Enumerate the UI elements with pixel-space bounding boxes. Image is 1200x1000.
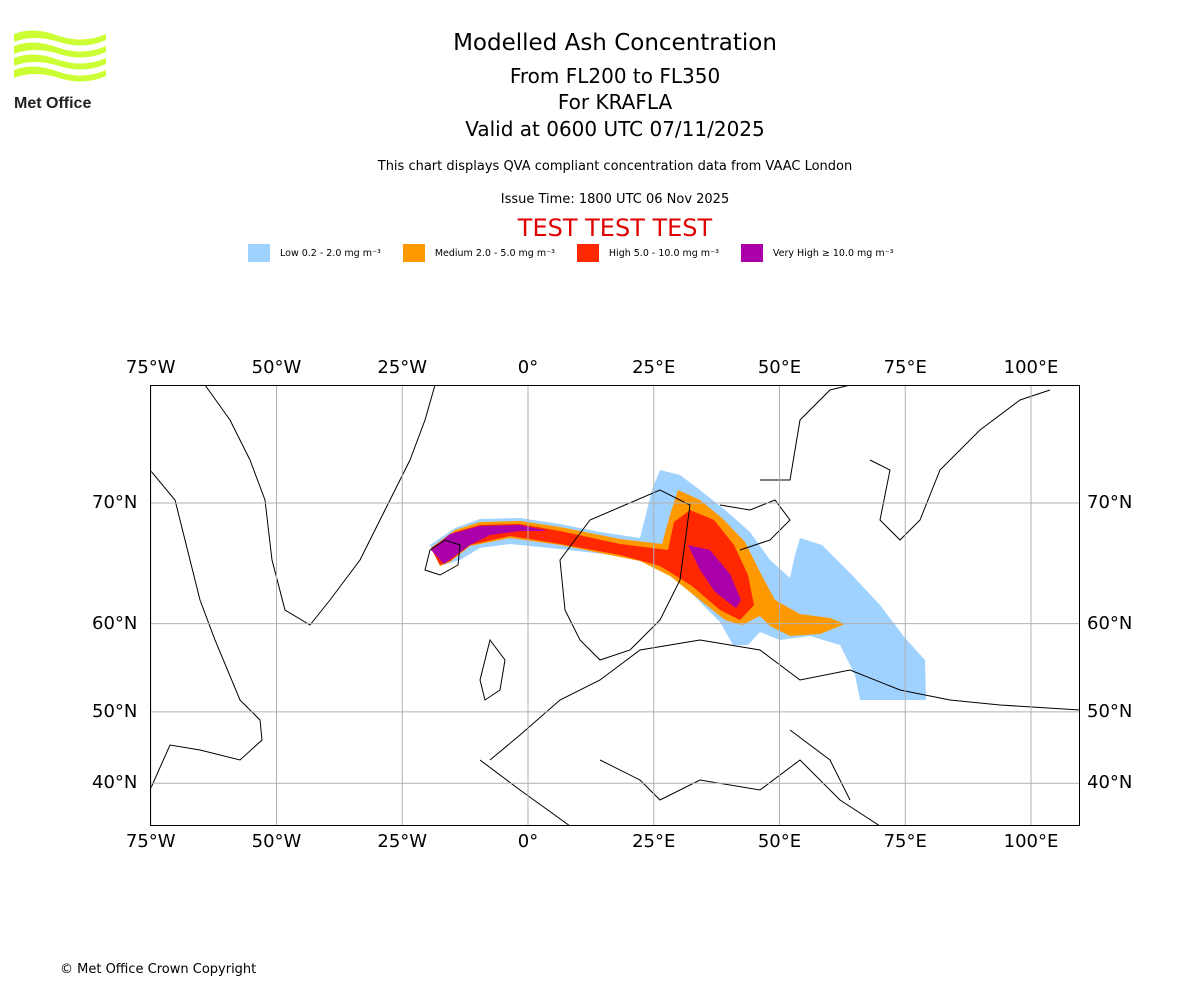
test-banner: TEST TEST TEST <box>517 214 713 242</box>
lat-tick-left: 70°N <box>92 492 138 513</box>
lon-tick-top: 0° <box>517 357 539 378</box>
copyright: © Met Office Crown Copyright <box>60 962 257 977</box>
lon-tick-top: 75°W <box>125 357 176 378</box>
lon-tick-bottom: 25°E <box>632 831 676 852</box>
plume-very-high <box>688 545 741 608</box>
map-frame <box>150 385 1080 826</box>
coastlines <box>150 385 1080 826</box>
lon-tick-bottom: 25°W <box>377 831 428 852</box>
svg-text:Met Office: Met Office <box>14 95 91 112</box>
plume-medium <box>431 490 845 636</box>
plume-high <box>431 510 754 620</box>
lon-tick-bottom: 75°E <box>883 831 927 852</box>
lon-tick-top: 50°W <box>251 357 302 378</box>
lon-tick-bottom: 75°W <box>125 831 176 852</box>
lat-tick-right: 70°N <box>1087 492 1133 513</box>
flight-levels: From FL200 to FL350 <box>509 64 721 88</box>
legend-item-medium: Medium 2.0 - 5.0 mg m⁻³ <box>402 244 555 262</box>
lat-tick-left: 40°N <box>92 772 138 794</box>
met-office-logo: Met Office <box>14 30 106 112</box>
lon-tick-bottom: 50°W <box>251 831 302 852</box>
issue-time: Issue Time: 1800 UTC 06 Nov 2025 <box>500 192 730 207</box>
lat-tick-right: 50°N <box>1087 700 1133 722</box>
valid-time: Valid at 0600 UTC 07/11/2025 <box>465 117 765 141</box>
lon-tick-top: 100°E <box>1003 357 1059 378</box>
volcano-name: For KRAFLA <box>557 90 673 114</box>
legend: Low 0.2 - 2.0 mg m⁻³ Medium 2.0 - 5.0 mg… <box>248 244 915 262</box>
legend-item-low: Low 0.2 - 2.0 mg m⁻³ <box>248 244 381 262</box>
lon-tick-bottom: 50°E <box>757 831 802 852</box>
lon-tick-bottom: 100°E <box>1003 831 1059 852</box>
lon-tick-top: 25°E <box>632 357 676 378</box>
ash-map <box>150 385 1080 826</box>
plume-very-high <box>431 525 548 564</box>
graticule <box>150 385 1080 826</box>
lat-tick-right: 60°N <box>1087 612 1133 634</box>
ash-plume <box>430 470 926 700</box>
description: This chart displays QVA compliant concen… <box>377 159 853 174</box>
lon-tick-top: 75°E <box>883 357 927 378</box>
lat-tick-left: 50°N <box>92 700 138 722</box>
legend-item-very-high: Very High ≥ 10.0 mg m⁻³ <box>740 244 893 262</box>
lat-tick-right: 40°N <box>1087 772 1133 794</box>
lon-tick-top: 25°W <box>377 357 428 378</box>
legend-item-high: High 5.0 - 10.0 mg m⁻³ <box>576 244 719 262</box>
lat-tick-left: 60°N <box>92 612 138 634</box>
lon-tick-bottom: 0° <box>517 831 539 852</box>
chart-title: Modelled Ash Concentration <box>453 30 777 56</box>
lon-tick-top: 50°E <box>757 357 802 378</box>
